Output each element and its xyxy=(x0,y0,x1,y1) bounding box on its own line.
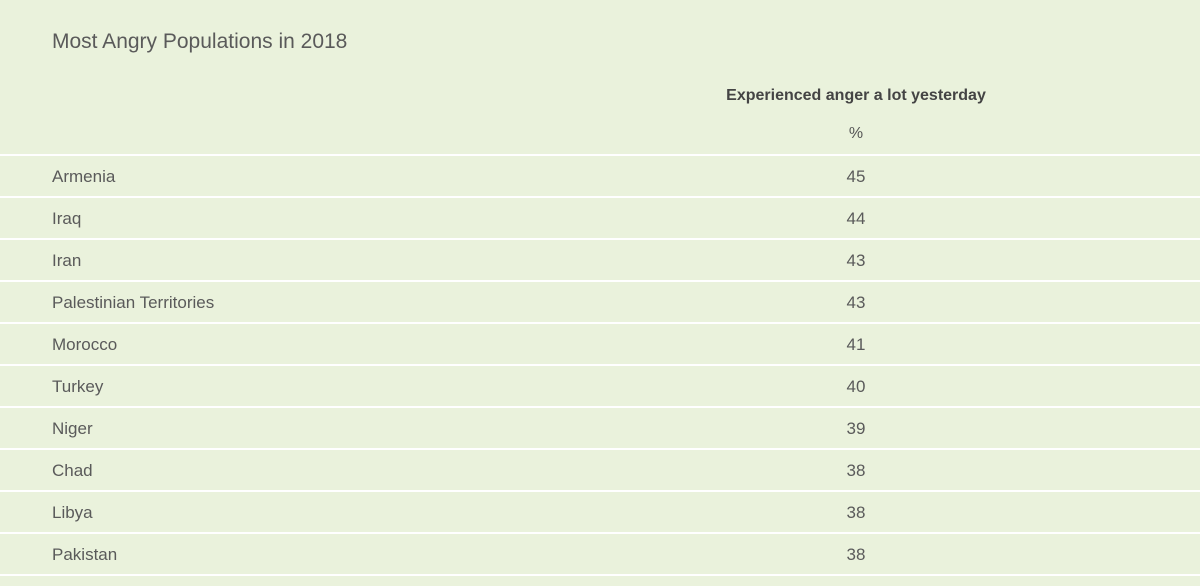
row-label: Chad xyxy=(52,461,93,480)
chart-title: Most Angry Populations in 2018 xyxy=(52,30,348,53)
table-row: Pakistan 38 xyxy=(0,532,1200,576)
row-label: Armenia xyxy=(52,167,116,186)
data-table: Armenia 45 Iraq 44 Iran 43 Palestinian Territo… xyxy=(0,154,1200,576)
row-label: Libya xyxy=(52,503,93,522)
row-label: Niger xyxy=(52,419,93,438)
row-value: 38 xyxy=(846,503,866,522)
table-row: Iran 43 xyxy=(0,238,1200,280)
row-value: 43 xyxy=(846,251,866,270)
table-row: Turkey 40 xyxy=(0,364,1200,406)
row-label: Pakistan xyxy=(52,545,118,564)
row-label: Palestinian Territories xyxy=(52,293,215,312)
row-value: 45 xyxy=(846,167,866,186)
row-value: 41 xyxy=(846,335,866,354)
table-row: Iraq 44 xyxy=(0,196,1200,238)
row-label: Iran xyxy=(52,251,82,270)
row-value: 39 xyxy=(846,419,866,438)
table-row: Armenia 45 xyxy=(0,154,1200,196)
table-row: Palestinian Territories 43 xyxy=(0,280,1200,322)
row-value: 38 xyxy=(846,461,866,480)
row-label: Morocco xyxy=(52,335,118,354)
row-value: 38 xyxy=(846,545,866,564)
column-header: Experienced anger a lot yesterday xyxy=(726,87,986,104)
column-unit: % xyxy=(848,125,864,142)
table-row: Niger 39 xyxy=(0,406,1200,448)
row-value: 40 xyxy=(846,377,866,396)
table-row: Morocco 41 xyxy=(0,322,1200,364)
row-label: Iraq xyxy=(52,209,82,228)
row-label: Turkey xyxy=(52,377,104,396)
row-value: 44 xyxy=(846,209,866,228)
table-row: Chad 38 xyxy=(0,448,1200,490)
table-row: Libya 38 xyxy=(0,490,1200,532)
row-value: 43 xyxy=(846,293,866,312)
